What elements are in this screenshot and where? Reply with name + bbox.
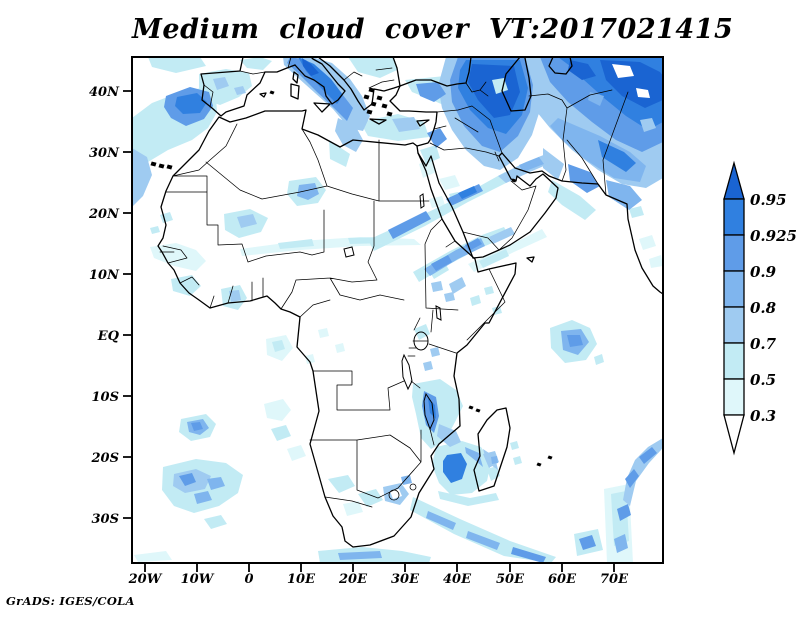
lon-tick-label: 70E xyxy=(600,572,629,587)
small-islands xyxy=(150,87,553,467)
lat-tick-label: 20S xyxy=(91,451,119,466)
lon-tick-label: 10W xyxy=(181,572,215,587)
black-sea-coastline xyxy=(392,57,472,87)
lat-tick-label: 10N xyxy=(89,268,120,283)
cloud-level-0.95 xyxy=(302,58,663,118)
colorbar-label: 0.7 xyxy=(750,335,777,353)
grads-attribution: GrADS: IGES/COLA xyxy=(6,594,135,608)
lat-axis: 40N 30N 20N 10N EQ 10S 20S 30S xyxy=(88,85,120,527)
colorbar: 0.95 0.925 0.9 0.8 0.7 0.5 0.3 xyxy=(723,160,797,456)
lake-tanganyika xyxy=(401,353,413,391)
cloud-level-0.9 xyxy=(164,57,663,563)
lake-nasser xyxy=(419,193,425,209)
cloud-level-0.8 xyxy=(187,118,646,560)
page-title: Medium cloud cover VT:2017021415 xyxy=(132,14,734,45)
colorbar-segment xyxy=(723,306,745,344)
lat-tick-marks xyxy=(123,90,131,519)
lake-turkana xyxy=(435,305,442,321)
colorbar-segment xyxy=(723,342,745,380)
italy-coastline xyxy=(294,57,346,105)
iran-india-coastline xyxy=(501,152,663,295)
cloud-level-0.7 xyxy=(132,57,663,506)
colorbar-label: 0.9 xyxy=(750,263,777,281)
lon-tick-label: 20W xyxy=(128,572,163,587)
africa-coastline xyxy=(157,109,517,548)
lon-tick-label: 60E xyxy=(548,572,577,587)
lat-tick-label: 20N xyxy=(88,207,120,222)
aral-sea-coastline xyxy=(548,57,573,75)
turkey-levant-coastline xyxy=(389,85,438,147)
cloud-level-0.3 xyxy=(134,159,663,563)
lat-tick-label: EQ xyxy=(97,329,120,344)
arabia-coastline xyxy=(417,152,559,259)
coastlines xyxy=(157,57,663,548)
colorbar-arrow-top xyxy=(723,160,745,200)
europe-coastline xyxy=(200,57,296,117)
colorbar-segment xyxy=(723,234,745,272)
colorbar-label: 0.5 xyxy=(750,371,776,389)
lon-tick-label: 40E xyxy=(443,572,472,587)
colorbar-segment xyxy=(723,198,745,236)
swaziland-border xyxy=(409,483,417,491)
colorbar-arrow-bottom xyxy=(723,414,745,456)
corsica-sardinia-coastline xyxy=(259,71,535,263)
lat-tick-label: 30S xyxy=(92,512,119,527)
lon-axis: 20W 10W 0 10E 20E 30E 40E 50E 60E 70E xyxy=(128,572,629,587)
balkans-greece-coastline xyxy=(317,57,401,111)
colorbar-segment xyxy=(723,378,745,416)
colorbar-label: 0.3 xyxy=(750,407,776,425)
lon-tick-label: 0 xyxy=(244,572,253,587)
lat-tick-label: 10S xyxy=(92,390,119,405)
lon-tick-label: 30E xyxy=(391,572,420,587)
colorbar-label: 0.925 xyxy=(750,227,797,245)
lat-tick-label: 30N xyxy=(89,146,120,161)
caspian-sea-coastline xyxy=(501,57,532,112)
lon-tick-label: 10E xyxy=(287,572,316,587)
plot-frame xyxy=(131,56,664,564)
lon-tick-label: 20E xyxy=(338,572,368,587)
colorbar-segment xyxy=(723,270,745,308)
lon-tick-label: 50E xyxy=(496,572,525,587)
lon-tick-marks xyxy=(144,564,615,572)
lake-chad xyxy=(343,246,355,258)
country-borders xyxy=(159,57,629,508)
cloud-shading xyxy=(132,57,663,563)
cloud-hole-light xyxy=(640,118,656,132)
cloud-hole-mid xyxy=(588,92,604,106)
colorbar-label: 0.8 xyxy=(750,299,777,317)
cloud-level-0.925 xyxy=(175,57,663,483)
lat-tick-label: 40N xyxy=(89,85,120,100)
colorbar-label: 0.95 xyxy=(750,191,787,209)
madagascar-coastline xyxy=(473,407,511,492)
lesotho-border xyxy=(388,489,400,501)
